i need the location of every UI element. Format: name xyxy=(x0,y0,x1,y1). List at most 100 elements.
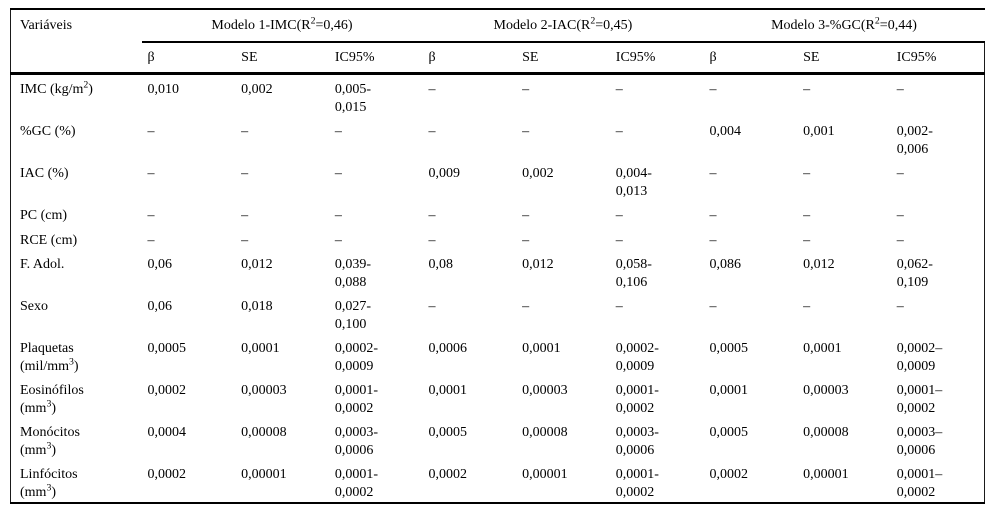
data-cell: – xyxy=(241,232,249,248)
data-cell: 0,001 xyxy=(803,124,835,139)
data-cell: 0,0005 xyxy=(709,341,748,356)
data-cell: 0,0003– 0,0006 xyxy=(890,418,985,460)
data-cell: – xyxy=(428,124,436,139)
data-cell: 0,0002 xyxy=(709,467,748,482)
data-cell: – xyxy=(803,208,811,223)
data-cell: – xyxy=(147,166,155,181)
data-cell: – xyxy=(334,124,342,139)
data-cell: 0,0001 xyxy=(803,341,842,356)
data-cell: – xyxy=(147,208,155,223)
data-cell: – xyxy=(615,124,623,139)
data-cell: – xyxy=(522,82,530,97)
data-cell: 0,0001 xyxy=(522,341,561,356)
data-cell: 0,002- 0,006 xyxy=(890,117,985,159)
data-cell: – xyxy=(803,299,811,314)
data-cell: 0,0001 xyxy=(428,383,467,398)
data-cell: – xyxy=(522,208,530,223)
data-cell: 0,0002 xyxy=(147,383,187,398)
data-cell: – xyxy=(241,208,249,223)
data-cell: – xyxy=(241,124,249,139)
data-cell: 0,0001- 0,0002 xyxy=(334,467,378,500)
data-cell: – xyxy=(615,82,623,97)
regression-results-table-wrap: Variáveis Modelo 1-IMC(R2=0,46) Modelo 2-… xyxy=(10,8,985,504)
table-row: Sexo 0,06 0,018 0,027- 0,100 – – – – – – xyxy=(11,292,985,334)
table-row: Monócitos (mm3) 0,0004 0,00008 0,0003- 0,0006… xyxy=(11,418,985,460)
data-cell: – xyxy=(428,208,436,223)
data-cell: – xyxy=(428,299,436,314)
data-cell: 0,06 xyxy=(147,257,173,272)
data-cell: 0,0003- 0,0006 xyxy=(615,425,659,458)
table-row: PC (cm) – – – – – – – – – xyxy=(11,201,985,226)
table-row: Linfócitos (mm3) 0,0002 0,00001 0,0001- 0,000… xyxy=(11,460,985,503)
stat-subheader: SE xyxy=(803,49,820,65)
model-group-header: Modelo 3-%GC(R2=0,44) xyxy=(703,9,985,43)
data-cell: 0,0001 xyxy=(709,383,748,398)
stat-subheader-row: β SE IC95% β SE IC95% β SE IC95% xyxy=(10,41,985,74)
data-cell: 0,005- 0,015 xyxy=(334,82,371,115)
data-cell: – xyxy=(803,82,811,97)
data-cell: – xyxy=(522,124,530,139)
data-cell: 0,08 xyxy=(428,257,453,272)
data-cell: 0,058- 0,106 xyxy=(615,257,652,290)
stat-subheader: IC95% xyxy=(615,49,656,65)
row-label: RCE (cm) xyxy=(20,232,78,248)
table-row: Plaquetas (mil/mm3) 0,0005 0,0001 0,0002- 0,0… xyxy=(11,334,985,376)
data-cell: 0,0002 xyxy=(428,467,467,482)
data-cell: 0,00001 xyxy=(241,467,287,482)
data-cell: – xyxy=(890,201,985,226)
data-cell: – xyxy=(615,208,623,223)
row-label: Sexo xyxy=(20,299,48,314)
data-cell: – xyxy=(709,82,717,97)
data-cell: 0,009 xyxy=(428,166,460,181)
data-cell: – xyxy=(241,166,249,181)
regression-results-table: Variáveis Modelo 1-IMC(R2=0,46) Modelo 2-… xyxy=(10,8,985,504)
table-row: %GC (%) – – – – – – 0,004 0,001 0,002- 0,006 xyxy=(11,117,985,159)
data-cell: – xyxy=(522,232,530,248)
data-cell: – xyxy=(522,299,530,314)
data-cell: 0,00003 xyxy=(803,383,849,398)
data-cell: 0,00003 xyxy=(241,383,287,398)
data-cell: – xyxy=(428,232,436,248)
data-cell: 0,039- 0,088 xyxy=(334,257,371,290)
data-cell: – xyxy=(147,232,155,248)
row-label: Linfócitos (mm3) xyxy=(20,467,78,500)
data-cell: 0,002 xyxy=(241,82,273,97)
data-cell: – xyxy=(334,232,342,248)
data-cell: 0,0001- 0,0002 xyxy=(615,467,659,500)
data-cell: 0,004- 0,013 xyxy=(615,166,652,199)
table-body: IMC (kg/m2) 0,010 0,002 0,005- 0,015– – – – – – %G… xyxy=(11,73,985,503)
data-cell: – xyxy=(803,232,811,248)
model-group-header-row: Variáveis Modelo 1-IMC(R2=0,46) Modelo 2-… xyxy=(11,9,985,43)
data-cell: 0,0001– 0,0002 xyxy=(890,460,985,503)
table-row: IMC (kg/m2) 0,010 0,002 0,005- 0,015 – – – – – – xyxy=(11,73,985,117)
data-cell: 0,0003- 0,0006 xyxy=(334,425,378,458)
stat-subheader: IC95% xyxy=(890,41,985,74)
row-label: Eosinófilos (mm3) xyxy=(20,383,84,416)
data-cell: 0,0002- 0,0009 xyxy=(334,341,378,374)
data-cell: 0,012 xyxy=(803,257,835,272)
data-cell: – xyxy=(709,299,717,314)
variables-column-header: Variáveis xyxy=(20,18,73,33)
data-cell: 0,012 xyxy=(522,257,554,272)
data-cell: 0,00001 xyxy=(803,467,849,482)
row-label: %GC (%) xyxy=(20,124,76,139)
data-cell: – xyxy=(890,292,985,334)
data-cell: – xyxy=(334,208,342,223)
data-cell: 0,018 xyxy=(241,299,273,314)
data-cell: 0,0002 xyxy=(147,467,187,482)
data-cell: 0,00008 xyxy=(522,425,568,440)
data-cell: – xyxy=(709,232,717,248)
data-cell: 0,06 xyxy=(147,299,173,314)
data-cell: 0,0001 xyxy=(241,341,280,356)
data-cell: – xyxy=(803,166,811,181)
data-cell: 0,062- 0,109 xyxy=(890,250,985,292)
stat-subheader: β xyxy=(428,49,436,65)
data-cell: 0,00008 xyxy=(241,425,287,440)
data-cell: 0,010 xyxy=(147,82,180,97)
data-cell: 0,004 xyxy=(709,124,741,139)
stat-subheader: SE xyxy=(241,49,258,65)
data-cell: 0,0002– 0,0009 xyxy=(890,334,985,376)
stat-subheader: β xyxy=(147,49,155,65)
table-row: F. Adol. 0,06 0,012 0,039- 0,088 0,08 0,012 0,0… xyxy=(11,250,985,292)
